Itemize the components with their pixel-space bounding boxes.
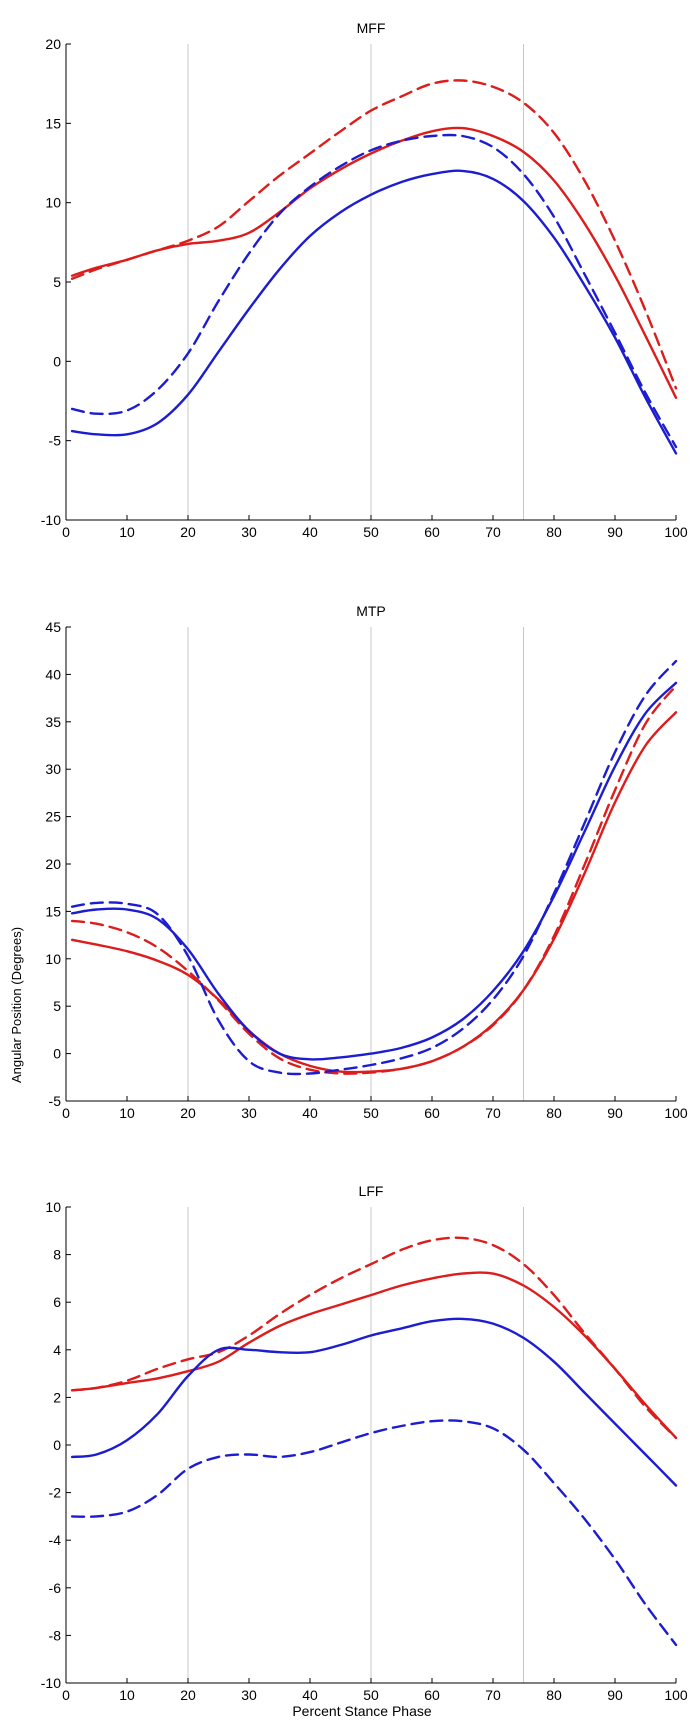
x-tick-label: 70 — [485, 1105, 501, 1121]
x-tick-label: 60 — [424, 1105, 440, 1121]
x-tick-label: 10 — [119, 1687, 135, 1703]
y-tick-label: 2 — [53, 1389, 61, 1405]
y-tick-label: 6 — [53, 1294, 61, 1310]
x-tick-label: 80 — [546, 1687, 562, 1703]
series-line-blue-solid — [70, 1317, 678, 1487]
series-line-blue-solid — [70, 681, 678, 1061]
x-tick-label: 40 — [302, 1687, 318, 1703]
y-tick-label: 8 — [53, 1247, 61, 1263]
y-tick-label: 10 — [45, 951, 61, 967]
plot-title: MTP — [356, 603, 386, 619]
y-tick-label: -5 — [49, 433, 62, 449]
series-line-blue-dashed — [70, 659, 678, 1076]
y-tick-label: 30 — [45, 761, 61, 777]
y-tick-label: -6 — [49, 1580, 62, 1596]
x-tick-label: 0 — [62, 1105, 70, 1121]
x-tick-label: 80 — [546, 1105, 562, 1121]
y-tick-label: -4 — [49, 1532, 62, 1548]
x-tick-label: 70 — [485, 524, 501, 540]
x-tick-label: 50 — [363, 524, 379, 540]
plot-mff: MFF -10 -5 0 5 10 15 20 0 10 20 30 40 50 60 70 80 90 100 — [41, 20, 688, 540]
x-tick-label: 50 — [363, 1687, 379, 1703]
x-tick-label: 60 — [424, 1687, 440, 1703]
series-line-blue-dashed — [70, 133, 678, 449]
series-line-red-solid — [70, 1271, 678, 1440]
series-line-red-dashed — [70, 1236, 678, 1440]
shared-y-axis-label: Angular Position (Degrees) — [9, 927, 24, 1083]
y-tick-label: 4 — [53, 1342, 61, 1358]
x-tick-label: 70 — [485, 1687, 501, 1703]
y-tick-label: 10 — [45, 195, 61, 211]
x-tick-label: 0 — [62, 1687, 70, 1703]
y-tick-label: -2 — [49, 1485, 62, 1501]
y-tick-label: 5 — [53, 998, 61, 1014]
x-tick-label: 20 — [180, 1687, 196, 1703]
x-tick-label: 20 — [180, 1105, 196, 1121]
x-tick-label: 30 — [241, 1105, 257, 1121]
y-tick-label: 0 — [53, 1046, 61, 1062]
x-tick-label: 90 — [607, 1105, 623, 1121]
x-tick-label: 0 — [62, 524, 70, 540]
series-line-red-dashed — [70, 79, 678, 390]
y-tick-label: 20 — [45, 36, 61, 52]
y-tick-label: 0 — [53, 353, 61, 369]
x-tick-label: 100 — [664, 1105, 688, 1121]
x-tick-label: 20 — [180, 524, 196, 540]
y-tick-label: 15 — [45, 903, 61, 919]
series-line-blue-dashed — [70, 1419, 678, 1647]
x-tick-label: 80 — [546, 524, 562, 540]
x-tick-label: 100 — [664, 1687, 688, 1703]
y-tick-label: -5 — [49, 1093, 62, 1109]
x-tick-label: 10 — [119, 1105, 135, 1121]
y-tick-label: -10 — [41, 512, 61, 528]
x-tick-label: 60 — [424, 524, 440, 540]
y-tick-label: 0 — [53, 1437, 61, 1453]
y-tick-label: -8 — [49, 1627, 62, 1643]
series-line-blue-solid — [70, 169, 678, 455]
y-tick-label: 25 — [45, 809, 61, 825]
x-tick-label: 50 — [363, 1105, 379, 1121]
y-tick-label: 45 — [45, 619, 61, 635]
x-tick-label: 30 — [241, 524, 257, 540]
series-line-red-dashed — [70, 684, 678, 1075]
plot-title: MFF — [357, 20, 386, 36]
x-tick-label: 90 — [607, 524, 623, 540]
x-tick-label: 100 — [664, 524, 688, 540]
x-axis-label: Percent Stance Phase — [292, 1703, 432, 1719]
y-tick-label: 15 — [45, 115, 61, 131]
plot-title: LFF — [359, 1183, 384, 1199]
x-tick-label: 40 — [302, 1105, 318, 1121]
y-tick-label: 40 — [45, 666, 61, 682]
x-tick-label: 30 — [241, 1687, 257, 1703]
y-tick-label: 5 — [53, 274, 61, 290]
x-tick-label: 10 — [119, 524, 135, 540]
x-tick-label: 40 — [302, 524, 318, 540]
y-tick-label: 10 — [45, 1199, 61, 1215]
y-tick-label: 20 — [45, 856, 61, 872]
x-tick-label: 90 — [607, 1687, 623, 1703]
y-tick-label: -10 — [41, 1675, 61, 1691]
y-tick-label: 35 — [45, 714, 61, 730]
